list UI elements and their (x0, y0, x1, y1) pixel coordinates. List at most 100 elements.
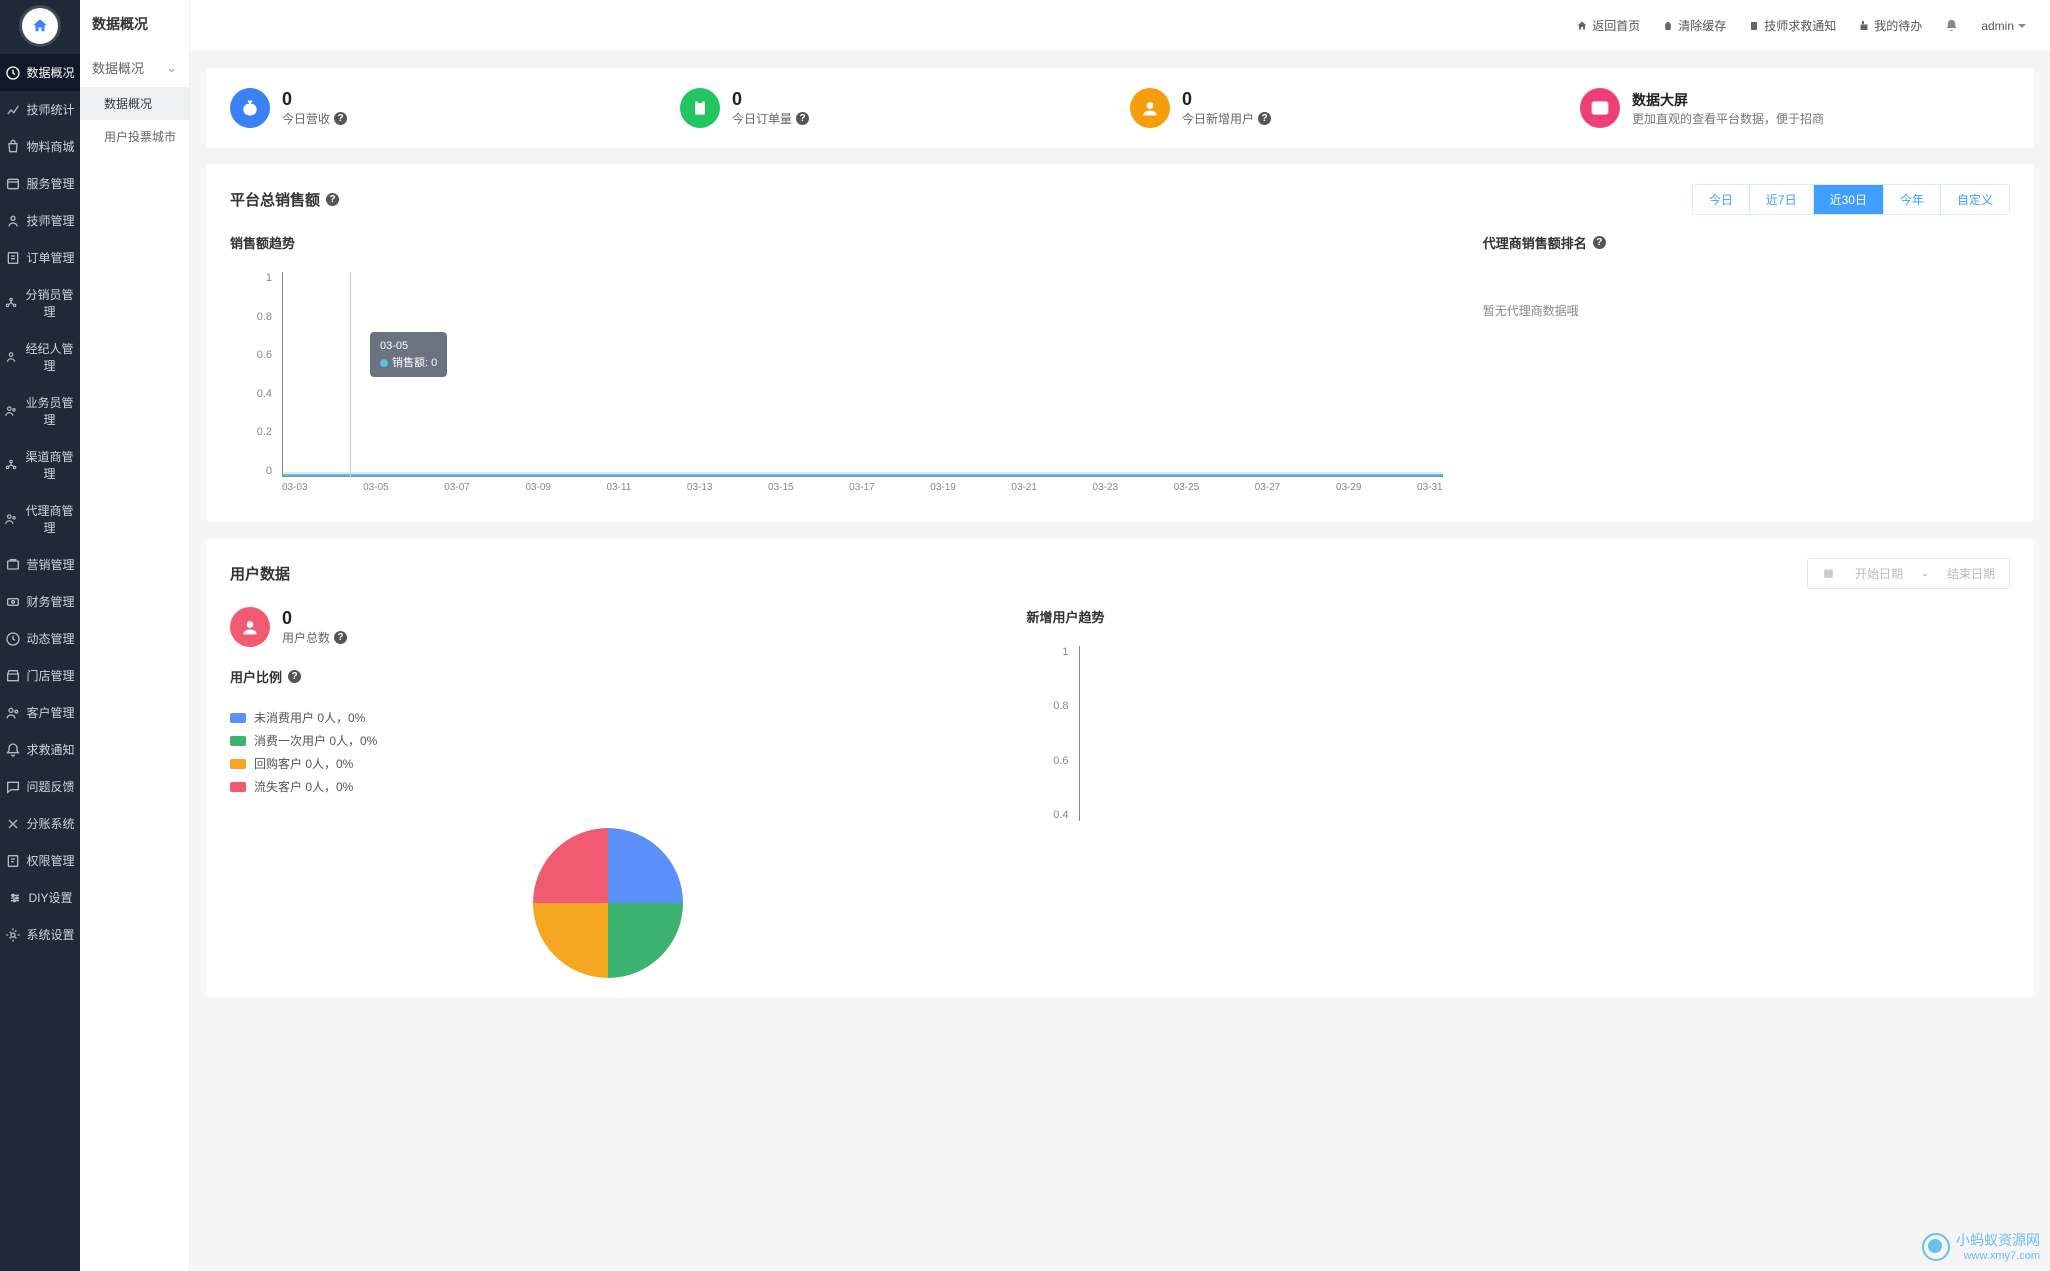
userdata-card: 用户数据 开始日期 - 结束日期 (206, 538, 2034, 998)
money-bag-icon (230, 88, 270, 128)
topbar-sos-notice[interactable]: 技师求救通知 (1748, 17, 1836, 34)
submenu-group[interactable]: 数据概况 ⌄ (80, 48, 189, 87)
legend-item[interactable]: 流失客户 0人，0% (230, 775, 987, 798)
legend-item[interactable]: 回购客户 0人，0% (230, 752, 987, 775)
user-menu[interactable]: admin (1981, 19, 2026, 33)
bigscreen-subtitle: 更加直观的查看平台数据，便于招商 (1632, 110, 1824, 127)
rank-title: 代理商销售额排名 ? (1483, 233, 2010, 252)
chart-tooltip: 03-05 销售额: 0 (370, 332, 447, 377)
legend-item[interactable]: 未消费用户 0人，0% (230, 706, 987, 729)
help-icon[interactable]: ? (334, 631, 347, 644)
legend-item[interactable]: 消费一次用户 0人，0% (230, 729, 987, 752)
stat-revenue: 0 今日营收? (230, 88, 660, 128)
sidebar-item-order-mgmt[interactable]: 订单管理 (0, 239, 80, 276)
stat-total-users: 0 用户总数? (230, 607, 987, 647)
topbar-home-link[interactable]: 返回首页 (1576, 17, 1640, 34)
sidebar-item-store-mgmt[interactable]: 门店管理 (0, 657, 80, 694)
submenu-panel: 数据概况 数据概况 ⌄ 数据概况 用户投票城市 (80, 0, 190, 1271)
stat-orders: 0 今日订单量? (680, 88, 1110, 128)
stat-orders-value: 0 (732, 89, 809, 110)
total-users-value: 0 (282, 608, 347, 629)
ratio-title: 用户比例 ? (230, 667, 987, 686)
sidebar-item-service-mgmt[interactable]: 服务管理 (0, 165, 80, 202)
sidebar-item-channel-mgmt[interactable]: 渠道商管理 (0, 438, 80, 492)
content-scroll: 0 今日营收? 0 今日订单量? (190, 52, 2050, 1271)
calendar-icon (1822, 567, 1835, 580)
chart-icon (1580, 88, 1620, 128)
sidebar-item-distributor-mgmt[interactable]: 分销员管理 (0, 276, 80, 330)
sidebar-item-material-mall[interactable]: 物料商城 (0, 128, 80, 165)
range-tab-today[interactable]: 今日 (1693, 185, 1750, 214)
topbar: 返回首页 清除缓存 技师求救通知 我的待办 admin (190, 0, 2050, 52)
topbar-clear-label: 清除缓存 (1678, 17, 1726, 34)
sidebar-item-tech-mgmt[interactable]: 技师管理 (0, 202, 80, 239)
sales-card: 平台总销售额 ? 今日 近7日 近30日 今年 自定义 销售额趋势 (206, 164, 2034, 522)
help-icon[interactable]: ? (326, 193, 339, 206)
sidebar-item-broker-mgmt[interactable]: 经纪人管理 (0, 330, 80, 384)
sidebar-item-customer-mgmt[interactable]: 客户管理 (0, 694, 80, 731)
range-tab-30d[interactable]: 近30日 (1814, 185, 1884, 214)
topbar-todo-label: 我的待办 (1874, 17, 1922, 34)
topbar-clear-cache[interactable]: 清除缓存 (1662, 17, 1726, 34)
stat-new-users: 0 今日新增用户? (1130, 88, 1560, 128)
user-ratio-pie-chart (533, 828, 683, 978)
date-separator: - (1923, 567, 1927, 581)
sidebar-item-data-overview[interactable]: 数据概况 (0, 54, 80, 91)
sidebar-item-permission-mgmt[interactable]: 权限管理 (0, 842, 80, 879)
sidebar-item-agent-mgmt[interactable]: 代理商管理 (0, 492, 80, 546)
help-icon[interactable]: ? (1258, 112, 1271, 125)
sidebar-item-marketing-mgmt[interactable]: 营销管理 (0, 546, 80, 583)
trend-title: 销售额趋势 (230, 233, 1443, 252)
sidebar-item-salesperson-mgmt[interactable]: 业务员管理 (0, 384, 80, 438)
date-range-tabs: 今日 近7日 近30日 今年 自定义 (1692, 184, 2010, 215)
sidebar-item-dynamic-mgmt[interactable]: 动态管理 (0, 620, 80, 657)
submenu-group-label: 数据概况 (92, 58, 144, 77)
sales-title: 平台总销售额 ? (230, 189, 339, 210)
sidebar-item-sos-notice[interactable]: 求救通知 (0, 731, 80, 768)
new-user-trend-title: 新增用户趋势 (1027, 607, 2010, 626)
bigscreen-title: 数据大屏 (1632, 90, 1824, 110)
range-tab-7d[interactable]: 近7日 (1750, 185, 1814, 214)
user-name: admin (1981, 19, 2014, 33)
topbar-todo[interactable]: 我的待办 (1858, 17, 1922, 34)
range-tab-year[interactable]: 今年 (1884, 185, 1941, 214)
bell-icon[interactable] (1944, 18, 1959, 33)
stat-revenue-label: 今日营收 (282, 110, 330, 127)
help-icon[interactable]: ? (334, 112, 347, 125)
sidebar-item-tech-stats[interactable]: 技师统计 (0, 91, 80, 128)
submenu-title: 数据概况 (80, 0, 189, 48)
stat-bigscreen-link[interactable]: 数据大屏 更加直观的查看平台数据，便于招商 (1580, 88, 2010, 128)
userdata-title: 用户数据 (230, 563, 290, 584)
caret-down-icon (2018, 24, 2026, 28)
user-icon (230, 607, 270, 647)
chevron-down-icon: ⌄ (166, 60, 177, 76)
sidebar-item-system-settings[interactable]: 系统设置 (0, 916, 80, 953)
submenu-item-data-overview[interactable]: 数据概况 (80, 87, 189, 120)
rank-empty-text: 暂无代理商数据哦 (1483, 272, 2010, 319)
stat-orders-label: 今日订单量 (732, 110, 792, 127)
date-end-placeholder: 结束日期 (1947, 565, 1995, 582)
help-icon[interactable]: ? (288, 670, 301, 683)
date-start-placeholder: 开始日期 (1855, 565, 1903, 582)
total-users-label: 用户总数 (282, 629, 330, 646)
new-user-trend-chart: 10.80.60.4 (1027, 646, 2010, 846)
sidebar-item-feedback[interactable]: 问题反馈 (0, 768, 80, 805)
main-sidebar: 数据概况 技师统计 物料商城 服务管理 技师管理 订单管理 分销员管理 经纪人管… (0, 0, 80, 1271)
sidebar-item-diy-settings[interactable]: DIY设置 (0, 879, 80, 916)
user-icon (1130, 88, 1170, 128)
stats-card: 0 今日营收? 0 今日订单量? (206, 68, 2034, 148)
sidebar-item-split-account[interactable]: 分账系统 (0, 805, 80, 842)
help-icon[interactable]: ? (1593, 236, 1606, 249)
range-tab-custom[interactable]: 自定义 (1941, 185, 2009, 214)
stat-revenue-value: 0 (282, 89, 347, 110)
topbar-notice-label: 技师求救通知 (1764, 17, 1836, 34)
stat-users-value: 0 (1182, 89, 1271, 110)
logo[interactable] (22, 8, 58, 44)
help-icon[interactable]: ? (796, 112, 809, 125)
sales-trend-chart: 10.80.60.40.20 03-05 销售额: 0 03-0303-0503… (230, 272, 1443, 502)
clipboard-icon (680, 88, 720, 128)
date-range-picker[interactable]: 开始日期 - 结束日期 (1807, 558, 2010, 589)
sidebar-item-finance-mgmt[interactable]: 财务管理 (0, 583, 80, 620)
submenu-item-user-vote-city[interactable]: 用户投票城市 (80, 120, 189, 153)
topbar-home-label: 返回首页 (1592, 17, 1640, 34)
